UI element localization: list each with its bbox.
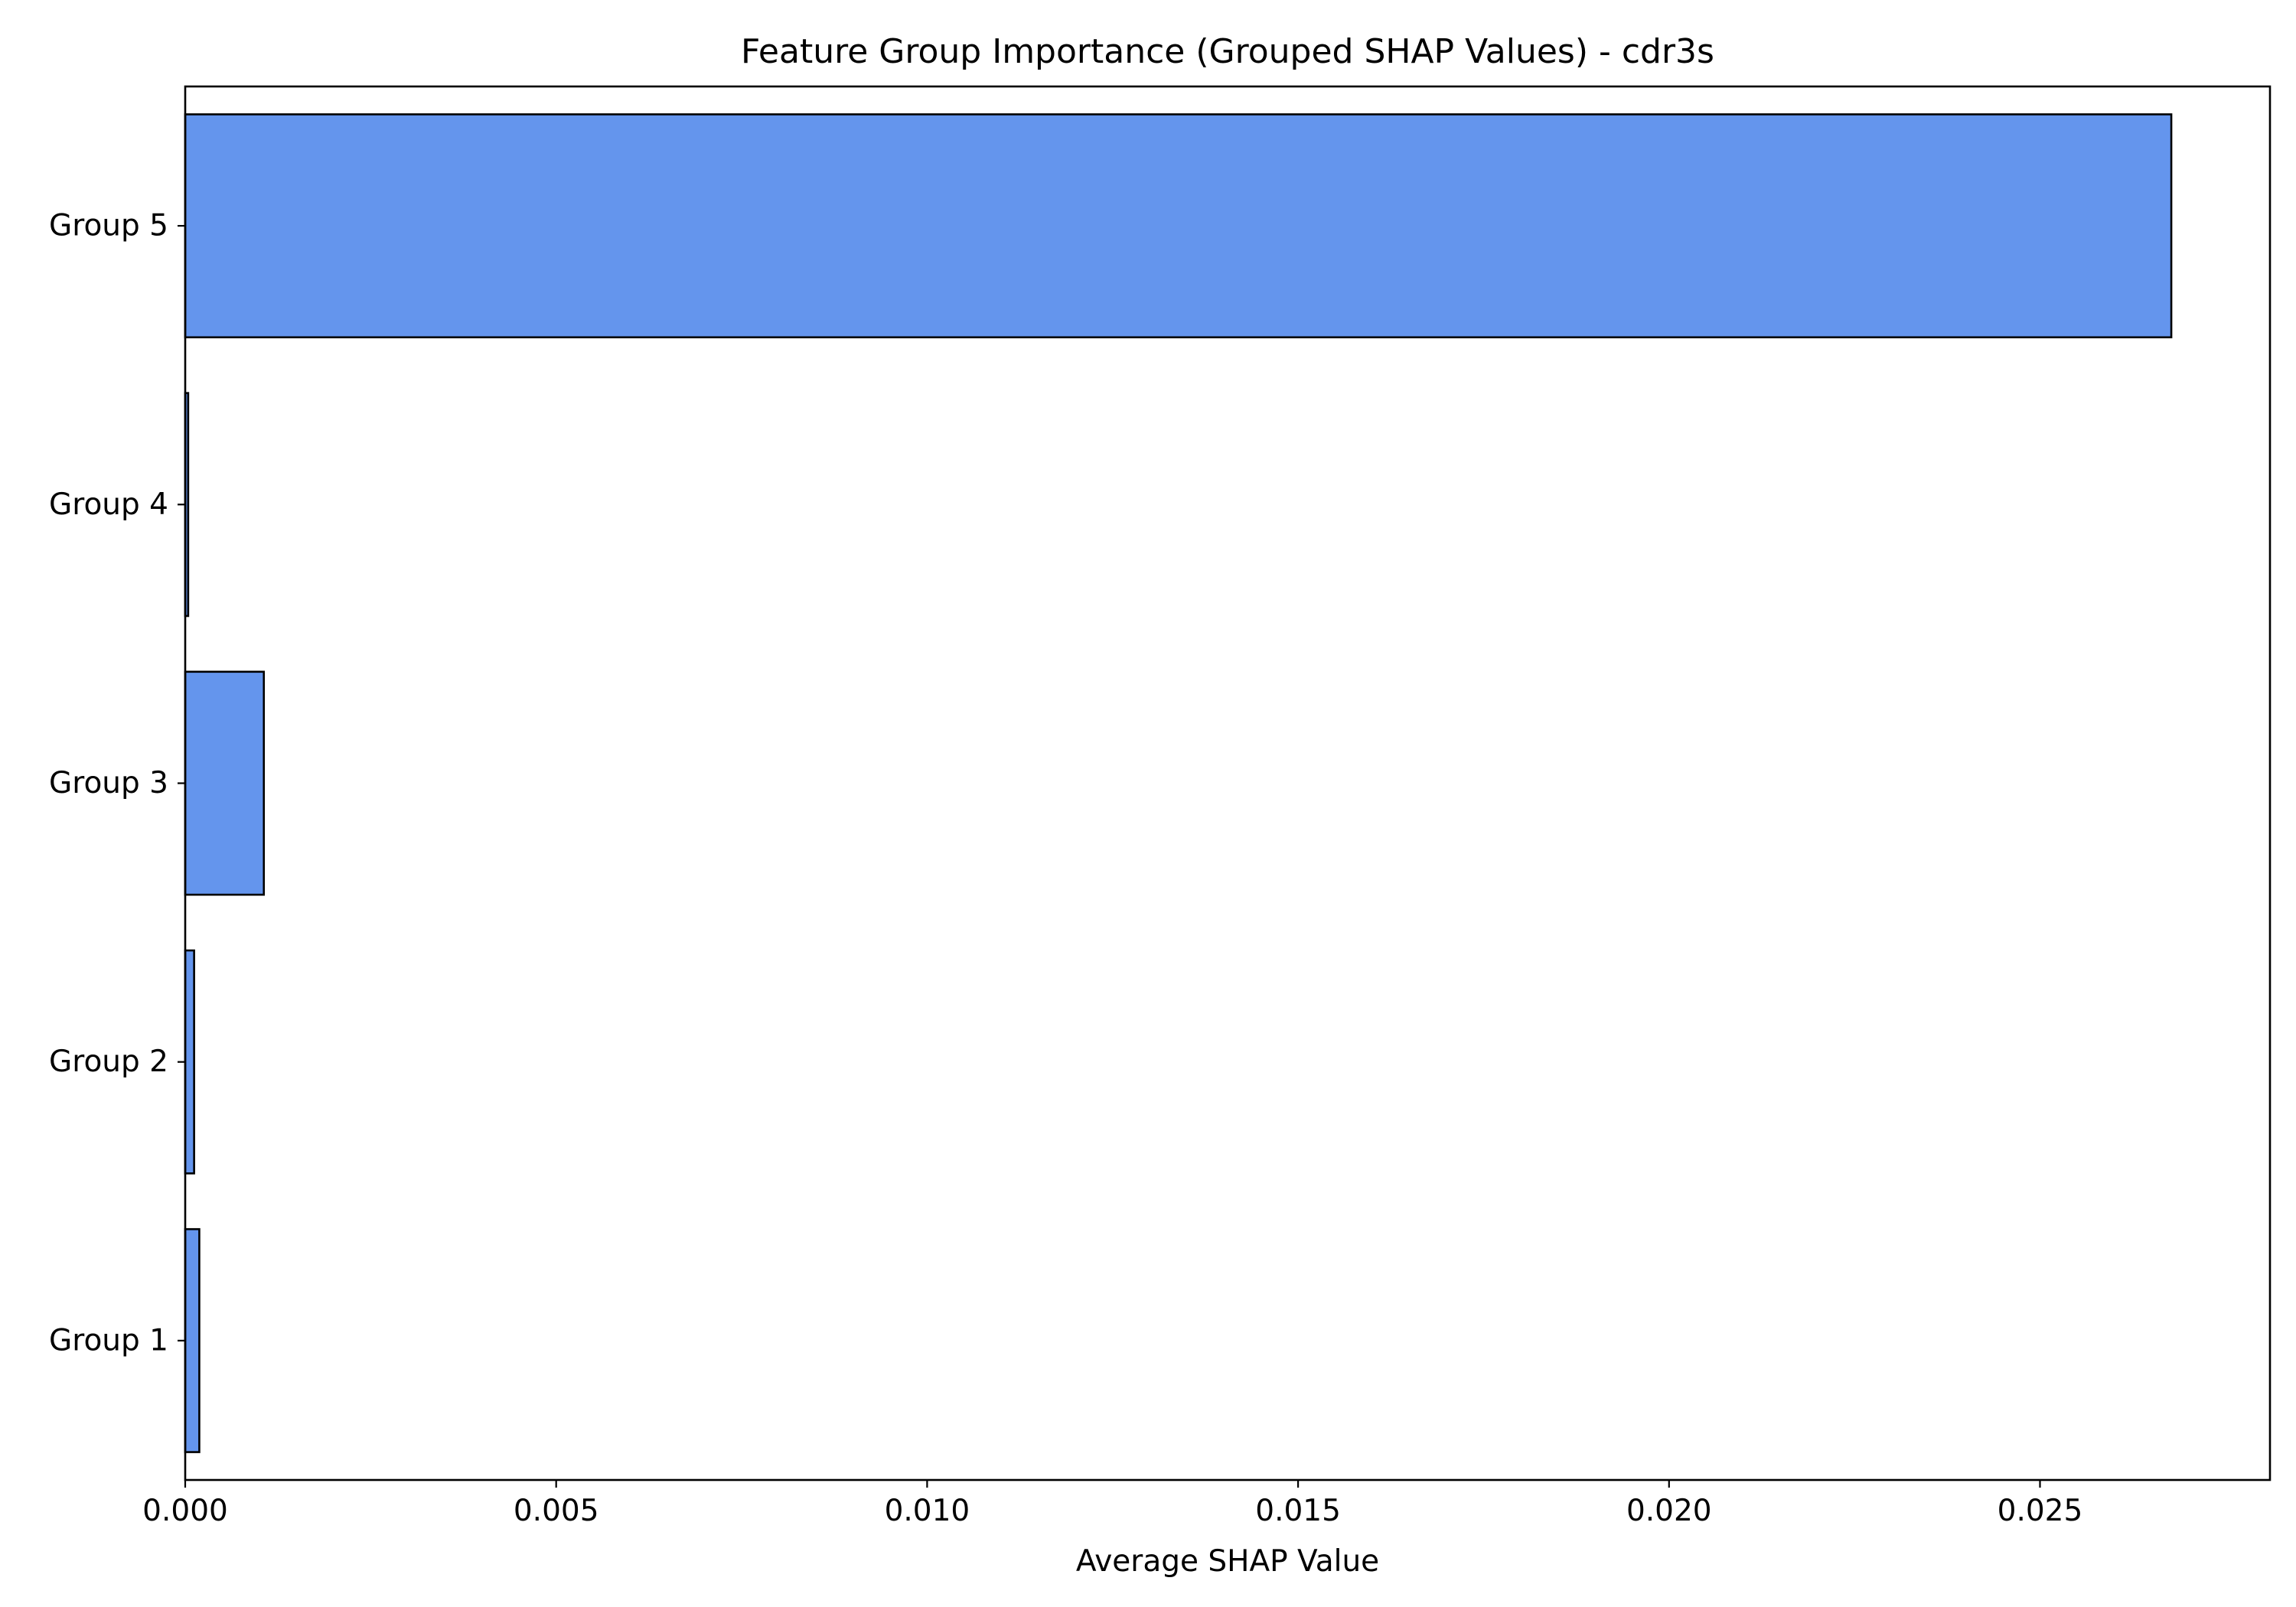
bar-group-3 <box>184 670 266 896</box>
x-tick-label: 0.020 <box>1626 1494 1712 1528</box>
y-tick-label: Group 3 <box>49 766 168 800</box>
y-tick-label: Group 4 <box>49 487 168 522</box>
y-tick-label: Group 2 <box>49 1045 168 1079</box>
bar-group-5 <box>184 113 2173 339</box>
bar-group-2 <box>184 949 195 1175</box>
y-tick-label: Group 5 <box>49 209 168 243</box>
y-axis: Group 1 Group 2 Group 3 Group 4 Group 5 <box>49 209 185 1358</box>
bar-group-1 <box>184 1227 201 1453</box>
x-tick-label: 0.010 <box>885 1494 970 1528</box>
x-axis-label: Average SHAP Value <box>1076 1544 1379 1579</box>
x-tick-label: 0.000 <box>142 1494 228 1528</box>
x-axis: 0.000 0.005 0.010 0.015 0.020 0.025 <box>142 1480 2082 1528</box>
bars-layer <box>184 113 2173 1453</box>
x-tick-label: 0.015 <box>1255 1494 1341 1528</box>
x-tick-label: 0.025 <box>1998 1494 2083 1528</box>
x-tick-label: 0.005 <box>514 1494 599 1528</box>
y-tick-label: Group 1 <box>49 1323 168 1358</box>
chart-title: Feature Group Importance (Grouped SHAP V… <box>741 32 1714 71</box>
